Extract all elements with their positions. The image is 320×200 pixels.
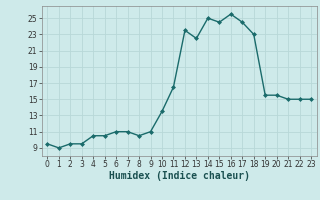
X-axis label: Humidex (Indice chaleur): Humidex (Indice chaleur)	[109, 171, 250, 181]
